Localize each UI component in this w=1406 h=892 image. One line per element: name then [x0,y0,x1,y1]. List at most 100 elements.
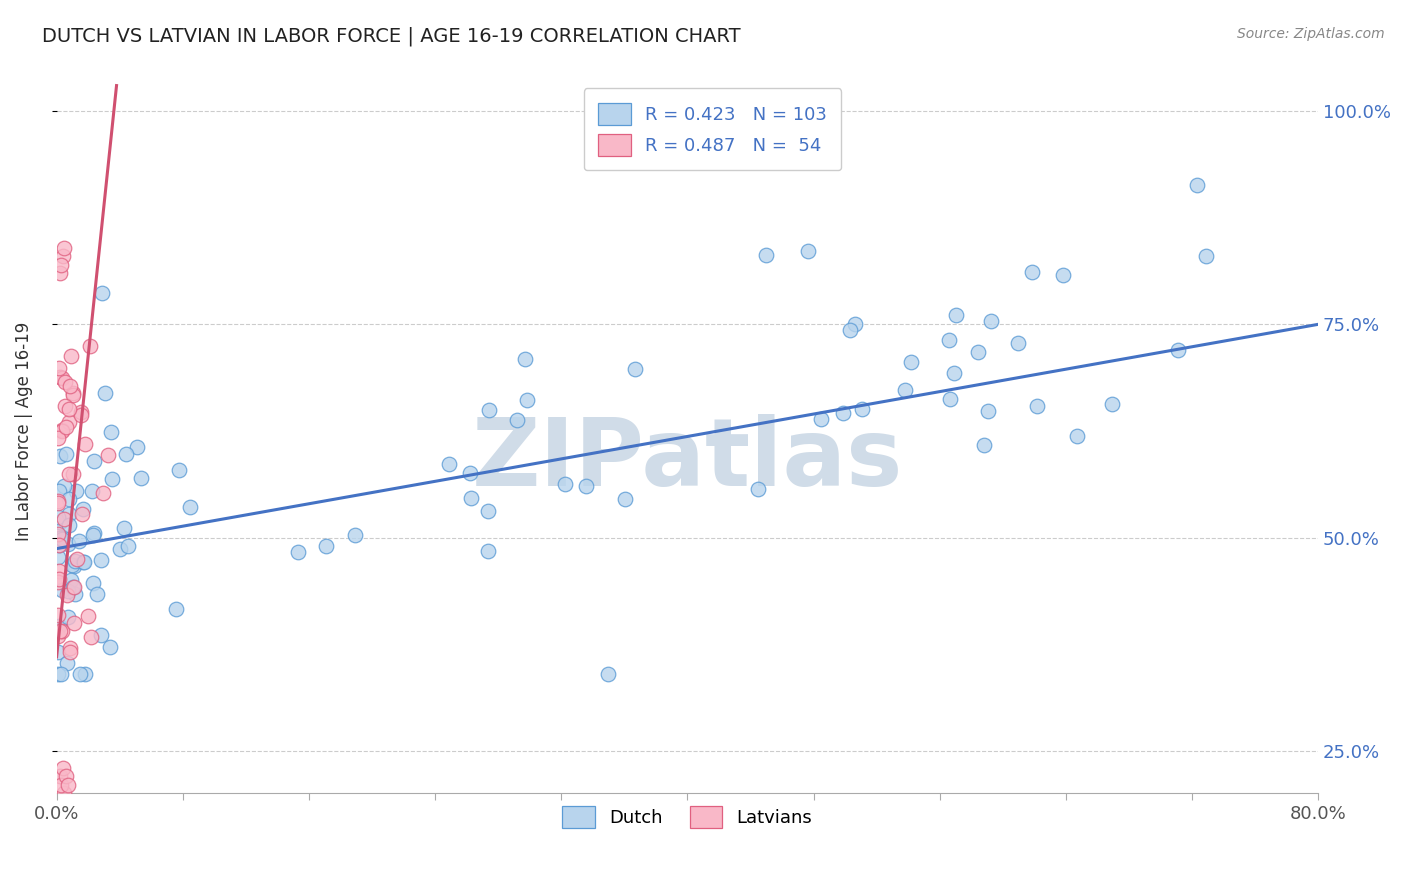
Point [477,504,499,518]
Point [747,482,769,496]
Point [52,761,75,775]
Point [554,476,576,491]
Point [58,518,80,533]
Point [72,502,94,516]
Point [797,244,820,259]
Point [477,543,499,558]
Point [55,447,77,461]
Point [56,537,79,551]
Point [1007,336,1029,351]
Point [844,318,866,332]
Point [52,512,75,526]
Point [129,471,152,485]
Point [1167,343,1189,358]
Point [51,423,73,437]
Point [90,286,112,301]
Point [77,608,100,623]
Point [51,424,73,438]
Point [437,457,460,471]
Point [58,508,80,522]
Point [72,555,94,569]
Point [967,344,990,359]
Point [56,584,79,599]
Point [973,438,995,452]
Point [46,667,69,681]
Point [1052,268,1074,282]
Point [90,552,112,566]
Point [1101,396,1123,410]
Point [55,420,77,434]
Point [98,640,121,654]
Point [70,405,93,419]
Point [63,559,86,574]
Point [179,500,201,515]
Point [112,521,135,535]
Point [82,528,104,542]
Point [65,587,87,601]
Point [46,607,69,622]
Point [51,258,73,272]
Point [46,528,69,542]
Point [51,667,73,681]
Point [49,531,72,545]
Point [82,576,104,591]
Point [100,425,122,439]
Point [51,582,73,597]
Point [49,449,72,463]
Point [63,554,86,568]
Point [117,540,139,554]
Text: ZIPatlas: ZIPatlas [471,414,903,506]
Point [56,588,79,602]
Point [51,778,73,792]
Point [938,392,960,407]
Point [614,492,637,507]
Point [56,656,79,670]
Point [52,249,75,263]
Point [46,645,69,659]
Point [900,355,922,369]
Point [60,558,83,572]
Point [165,602,187,616]
Point [48,484,70,499]
Point [945,308,967,322]
Point [48,619,70,633]
Point [65,483,87,498]
Point [167,463,190,477]
Point [62,385,84,400]
Point [1195,249,1218,263]
Point [59,645,82,659]
Point [1021,265,1043,279]
Point [938,333,960,347]
Point [505,413,527,427]
Point [69,667,91,681]
Point [810,412,832,426]
Point [58,491,80,506]
Point [46,509,69,524]
Point [624,362,647,376]
Y-axis label: In Labor Force | Age 16-19: In Labor Force | Age 16-19 [15,321,32,541]
Point [62,388,84,402]
Point [80,483,103,498]
Point [838,323,860,337]
Point [48,573,70,587]
Point [73,667,96,681]
Point [51,371,73,385]
Point [97,448,120,462]
Point [51,624,73,638]
Point [343,528,366,542]
Text: DUTCH VS LATVIAN IN LABOR FORCE | AGE 16-19 CORRELATION CHART: DUTCH VS LATVIAN IN LABOR FORCE | AGE 16… [42,27,741,46]
Point [48,360,70,375]
Point [73,437,96,451]
Point [62,467,84,482]
Point [980,314,1002,328]
Point [91,485,114,500]
Point [51,531,73,545]
Point [58,467,80,481]
Point [90,628,112,642]
Point [53,399,76,413]
Legend: Dutch, Latvians: Dutch, Latvians [555,798,820,835]
Point [80,630,103,644]
Point [58,415,80,429]
Point [976,403,998,417]
Point [48,538,70,552]
